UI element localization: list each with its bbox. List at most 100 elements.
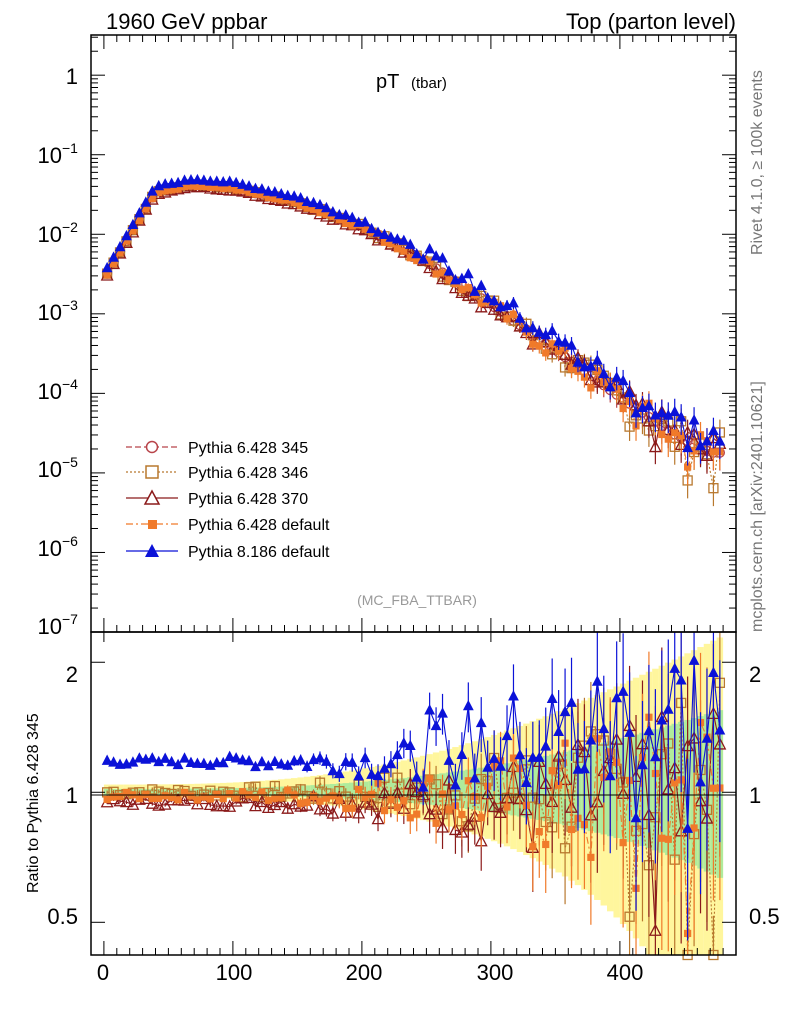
ratio-point-4-13 [185,756,197,768]
ratio-point-4-0 [101,754,113,765]
data-point-3-15 [200,182,208,191]
data-point-2-93 [700,448,714,461]
data-point-3-18 [219,184,227,193]
legend-label-3: Pythia 6.428 default [188,517,330,534]
data-point-3-45 [393,245,401,253]
ratio-point-2-85 [648,923,662,936]
data-point-4-28 [282,189,294,200]
ratio-point-3-43 [380,807,389,815]
data-point-3-94 [709,448,718,456]
data-point-3-3 [122,237,131,245]
data-point-4-14 [192,173,203,185]
ratio-band-green-7 [149,788,156,795]
ytick-label-7: 10 [38,614,62,639]
y-tick-labels: 1 10 −1 10 −2 10 −3 10 −4 10 −5 10 −6 10… [38,64,79,639]
ratio-band-green-27 [278,786,285,797]
data-point-3-1 [109,260,118,268]
data-point-3-89 [677,431,685,440]
ratio-band-green-26 [271,786,279,796]
ratio-point-2-9 [158,797,172,810]
data-point-3-80 [619,404,627,413]
ratio-point-4-21 [237,754,248,765]
data-point-3-22 [245,188,253,196]
data-point-2-52 [436,271,449,285]
ratio-point-3-20 [232,794,240,802]
ratio-point-3-56 [464,777,472,785]
ratio-point-4-50 [424,704,436,715]
header-left: 1960 GeV ppbar [106,9,267,34]
data-point-2-84 [642,414,656,427]
data-point-3-67 [535,342,543,350]
ratio-point-4-84 [643,724,655,736]
ratio-point-2-54 [448,822,462,836]
legend-marker-4 [145,544,159,557]
ratio-point-4-28 [282,759,294,770]
data-point-4-84 [643,399,655,411]
ratio-point-4-27 [275,758,287,769]
ratio-point-4-16 [204,759,216,770]
ratio-point-4-58 [475,716,487,728]
ratio-point-3-14 [193,796,202,804]
ratio-point-3-25 [264,796,272,804]
ytick-label-5: 10 [38,457,62,482]
data-point-4-72 [566,339,577,350]
series-line-2 [106,185,721,457]
ratio-point-2-60 [487,799,501,813]
legend: Pythia 6.428 345 Pythia 6.428 346 Pythia… [126,440,330,561]
ratio-point-4-46 [398,737,410,748]
data-point-4-19 [224,175,236,186]
ratio-point-4-37 [340,755,352,767]
series-main-4 [101,173,726,466]
data-point-4-62 [501,299,513,311]
data-point-4-68 [540,328,552,340]
ratio-point-3-2 [116,792,124,800]
ratio-ytick-left-0: 0.5 [47,904,78,929]
ytick-label-1: 10 [38,143,62,168]
ratio-ytick-left-2: 2 [66,662,78,687]
data-point-4-35 [327,205,339,217]
data-point-4-43 [379,228,390,239]
legend-entry-3: Pythia 6.428 default [126,517,330,534]
ratio-point-4-1 [108,756,119,767]
ytick-label-3: 10 [38,300,62,325]
ratio-point-2-28 [281,801,295,814]
ratio-point-3-35 [329,792,337,800]
ytick-exp-7: −7 [62,611,78,627]
ratio-point-4-43 [379,762,390,773]
data-point-4-33 [314,198,326,210]
ratio-point-2-61 [494,805,508,818]
ratio-line-3 [106,717,720,934]
legend-entry-1: Pythia 6.428 346 [126,465,308,482]
data-point-4-47 [404,238,416,249]
data-point-4-42 [372,226,384,237]
data-point-2-85 [648,439,662,453]
data-point-2-69 [545,342,559,355]
data-point-3-44 [387,240,395,248]
data-point-4-63 [508,297,519,308]
ytick-exp-5: −5 [62,454,78,470]
ratio-point-4-63 [508,690,519,701]
ratio-ytick-right-2: 2 [749,662,761,687]
ratio-point-2-47 [403,776,417,790]
ratio-point-2-42 [371,811,385,825]
xtick-label-1: 100 [216,960,253,985]
ratio-band-green-38 [349,782,356,799]
ratio-point-2-33 [313,802,327,815]
ratio-point-4-94 [708,666,719,677]
series-main-0 [101,179,726,471]
data-point-3-56 [464,284,472,292]
ratio-point-3-31 [303,798,311,806]
ytick-exp-4: −4 [62,376,78,392]
data-point-3-58 [477,299,485,307]
data-point-3-27 [277,196,285,204]
ytick-label-0: 1 [66,64,78,89]
data-point-3-24 [258,191,266,199]
ratio-point-3-63 [509,754,518,762]
header-right: Top (parton level) [566,9,736,34]
data-point-3-72 [567,365,576,373]
ratio-point-3-12 [180,788,189,796]
ratio-point-1-23 [250,781,261,792]
ytick-label-4: 10 [38,379,62,404]
ratio-point-4-34 [321,755,332,766]
